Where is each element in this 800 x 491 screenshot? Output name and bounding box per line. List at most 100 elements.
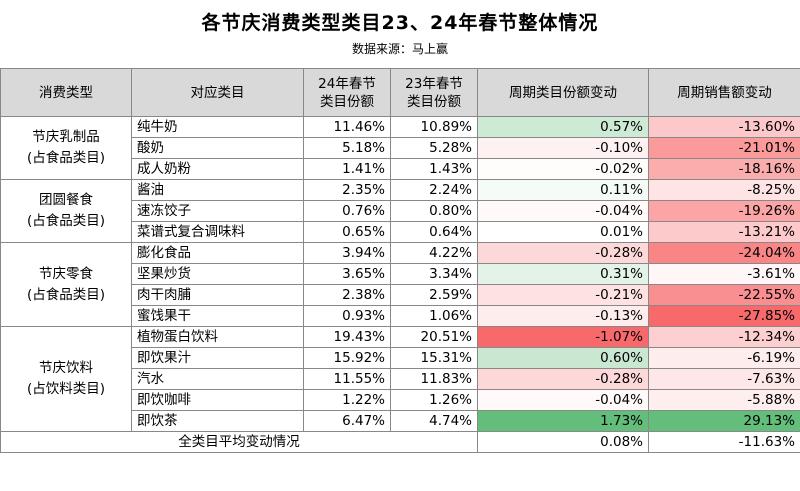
- sales-change-cell: -19.26%: [648, 200, 800, 222]
- category-cell: 膨化食品: [131, 242, 304, 264]
- category-cell: 即饮果汁: [131, 347, 304, 369]
- category-cell: 坚果炒货: [131, 263, 304, 285]
- share23-cell: 1.06%: [390, 305, 478, 327]
- share-change-cell: 0.01%: [477, 221, 649, 243]
- category-cell: 汽水: [131, 368, 304, 390]
- share23-cell: 11.83%: [390, 368, 478, 390]
- sales-change-cell: -12.34%: [648, 326, 800, 348]
- share-change-cell: -0.28%: [477, 368, 649, 390]
- share23-cell: 20.51%: [390, 326, 478, 348]
- sales-change-cell: -13.21%: [648, 221, 800, 243]
- share23-cell: 1.43%: [390, 158, 478, 180]
- share-change-cell: -0.04%: [477, 389, 649, 411]
- footer-row: 全类目平均变动情况 0.08% -11.63%: [0, 431, 800, 453]
- share23-cell: 0.80%: [390, 200, 478, 222]
- sales-change-cell: -8.25%: [648, 179, 800, 201]
- data-source: 数据来源：马上赢: [351, 42, 448, 56]
- table-row: 速冻饺子 0.76% 0.80% -0.04% -19.26%: [1, 200, 800, 222]
- page-title: 各节庆消费类型类目23、24年春节整体情况: [201, 12, 599, 34]
- category-cell: 成人奶粉: [131, 158, 304, 180]
- category-cell: 蜜饯果干: [131, 305, 304, 327]
- sales-change-cell: -21.01%: [648, 137, 800, 159]
- share23-cell: 10.89%: [390, 116, 478, 138]
- header-share24-line2: 类目份额: [320, 93, 374, 110]
- category-cell: 植物蛋白饮料: [131, 326, 304, 348]
- share23-cell: 1.26%: [390, 389, 478, 411]
- share23-cell: 5.28%: [390, 137, 478, 159]
- share24-cell: 3.94%: [303, 242, 391, 264]
- header-share-change: 周期类目份额变动: [477, 68, 649, 117]
- sales-change-cell: -24.04%: [648, 242, 800, 264]
- category-cell: 即饮茶: [131, 410, 304, 432]
- table-row: 即饮茶 6.47% 4.74% 1.73% 29.13%: [1, 410, 800, 432]
- table-row: 菜谱式复合调味料 0.65% 0.64% 0.01% -13.21%: [1, 221, 800, 243]
- group-name-cell: 团圆餐食 (占食品类目): [0, 179, 132, 243]
- share24-cell: 11.46%: [303, 116, 391, 138]
- group-name: 团圆餐食: [39, 192, 93, 208]
- header-row: 消费类型 对应类目 24年春节 类目份额 23年春节 类目份额 周期类目份额变动…: [0, 68, 800, 117]
- footer-sales-change: -11.63%: [648, 431, 800, 453]
- share23-cell: 2.59%: [390, 284, 478, 306]
- data-table: 消费类型 对应类目 24年春节 类目份额 23年春节 类目份额 周期类目份额变动…: [0, 68, 800, 453]
- sales-change-cell: -22.55%: [648, 284, 800, 306]
- share-change-cell: -0.28%: [477, 242, 649, 264]
- table-row: 节庆零食 (占食品类目) 膨化食品 3.94% 4.22% -0.28% -24.04%: [0, 242, 800, 327]
- group-scope: (占食品类目): [26, 150, 106, 166]
- table-row: 汽水 11.55% 11.83% -0.28% -7.63%: [1, 368, 800, 390]
- share-change-cell: -0.02%: [477, 158, 649, 180]
- table-row: 蜜饯果干 0.93% 1.06% -0.13% -27.85%: [1, 305, 800, 327]
- table-row: 团圆餐食 (占食品类目) 酱油 2.35% 2.24% 0.11% -8.25%: [0, 179, 800, 243]
- sales-change-cell: -27.85%: [648, 305, 800, 327]
- sales-change-cell: -7.63%: [648, 368, 800, 390]
- share-change-cell: -1.07%: [477, 326, 649, 348]
- group-name: 节庆零食: [39, 265, 93, 282]
- category-cell: 菜谱式复合调味料: [131, 221, 304, 243]
- category-cell: 酸奶: [131, 137, 304, 159]
- footer-share-change: 0.08%: [477, 431, 649, 453]
- sales-change-cell: -3.61%: [648, 263, 800, 285]
- share-change-cell: 0.57%: [477, 116, 649, 138]
- category-cell: 酱油: [131, 179, 304, 201]
- header-category: 对应类目: [131, 68, 304, 117]
- table-row: 成人奶粉 1.41% 1.43% -0.02% -18.16%: [1, 158, 800, 180]
- share24-cell: 6.47%: [303, 410, 391, 432]
- sales-change-cell: -18.16%: [648, 158, 800, 180]
- group-name: 节庆乳制品: [32, 129, 100, 145]
- share23-cell: 15.31%: [390, 347, 478, 369]
- header-share24: 24年春节 类目份额: [303, 68, 391, 117]
- share-change-cell: 0.60%: [477, 347, 649, 369]
- table-body: 节庆乳制品 (占食品类目) 纯牛奶 11.46% 10.89% 0.57% -13.60% 酸…: [0, 116, 800, 432]
- share24-cell: 2.35%: [303, 179, 391, 201]
- group-name-cell: 节庆饮料 (占饮料类目): [0, 326, 132, 432]
- category-cell: 纯牛奶: [131, 116, 304, 138]
- share-change-cell: 0.31%: [477, 263, 649, 285]
- share23-cell: 4.22%: [390, 242, 478, 264]
- footer-label: 全类目平均变动情况: [0, 431, 478, 453]
- header-sales-change: 周期销售额变动: [648, 68, 800, 117]
- share-change-cell: -0.21%: [477, 284, 649, 306]
- sales-change-cell: 29.13%: [648, 410, 800, 432]
- group-name-cell: 节庆零食 (占食品类目): [0, 242, 132, 327]
- header-type: 消费类型: [0, 68, 132, 117]
- header-share23: 23年春节 类目份额: [390, 68, 478, 117]
- table-row: 即饮咖啡 1.22% 1.26% -0.04% -5.88%: [1, 389, 800, 411]
- share24-cell: 11.55%: [303, 368, 391, 390]
- share24-cell: 2.38%: [303, 284, 391, 306]
- header-share23-line1: 23年春节: [405, 75, 463, 92]
- share-change-cell: -0.04%: [477, 200, 649, 222]
- group-scope: (占食品类目): [26, 213, 106, 229]
- category-cell: 肉干肉脯: [131, 284, 304, 306]
- share23-cell: 3.34%: [390, 263, 478, 285]
- category-cell: 速冻饺子: [131, 200, 304, 222]
- sales-change-cell: -5.88%: [648, 389, 800, 411]
- table-row: 节庆饮料 (占饮料类目) 植物蛋白饮料 19.43% 20.51% -1.07% -12.3…: [0, 326, 800, 432]
- share23-cell: 4.74%: [390, 410, 478, 432]
- share24-cell: 15.92%: [303, 347, 391, 369]
- share24-cell: 19.43%: [303, 326, 391, 348]
- sales-change-cell: -6.19%: [648, 347, 800, 369]
- group-name-cell: 节庆乳制品 (占食品类目): [0, 116, 132, 180]
- share24-cell: 1.22%: [303, 389, 391, 411]
- share-change-cell: 0.11%: [477, 179, 649, 201]
- header-share24-line1: 24年春节: [318, 75, 376, 92]
- header-share23-line2: 类目份额: [407, 93, 461, 110]
